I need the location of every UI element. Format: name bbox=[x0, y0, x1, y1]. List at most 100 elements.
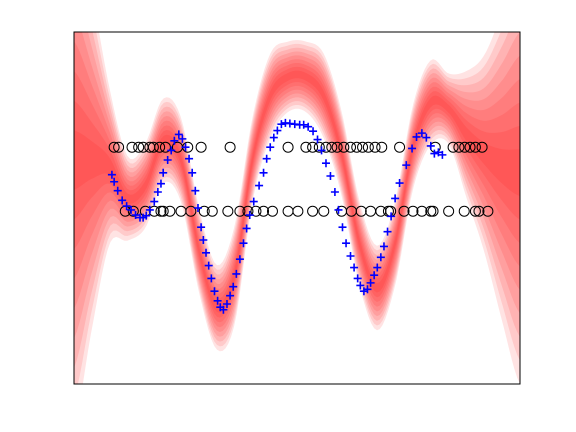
circle-point bbox=[464, 141, 476, 153]
circle-point bbox=[427, 205, 439, 217]
circle-point bbox=[376, 141, 388, 153]
circle-point bbox=[113, 141, 125, 153]
circle-point bbox=[326, 141, 338, 153]
plus-point bbox=[376, 253, 385, 262]
plus-point bbox=[387, 212, 396, 221]
circle-point bbox=[443, 205, 455, 217]
circle-point bbox=[447, 141, 459, 153]
plus-point bbox=[379, 242, 388, 251]
circle-point bbox=[318, 205, 330, 217]
circle-point bbox=[453, 141, 465, 153]
band-level-7 bbox=[74, 32, 520, 369]
plus-point bbox=[438, 150, 447, 159]
plus-point bbox=[434, 148, 443, 157]
plus-point bbox=[202, 248, 211, 257]
plus-point bbox=[222, 300, 231, 308]
circle-point bbox=[382, 205, 394, 217]
plus-point bbox=[239, 239, 248, 248]
circle-point bbox=[394, 141, 406, 153]
plus-point bbox=[210, 287, 219, 296]
plus-point bbox=[422, 133, 431, 142]
circle-point bbox=[331, 141, 343, 153]
plus-point bbox=[178, 134, 187, 143]
plus-point bbox=[262, 154, 271, 163]
plus-point bbox=[273, 126, 282, 135]
band-level-9 bbox=[74, 32, 520, 384]
circle-point bbox=[242, 205, 254, 217]
plus-point bbox=[356, 281, 365, 290]
band-level-8 bbox=[74, 32, 520, 384]
circle-point bbox=[108, 141, 120, 153]
plus-point bbox=[334, 205, 343, 214]
plot-frame bbox=[73, 31, 521, 385]
circle-point bbox=[458, 205, 470, 217]
circle-point bbox=[362, 141, 374, 153]
circle-point bbox=[365, 205, 377, 217]
circle-point bbox=[469, 141, 481, 153]
plus-point bbox=[249, 197, 258, 206]
circle-point bbox=[355, 205, 367, 217]
plus-point bbox=[245, 211, 254, 220]
plus-point bbox=[127, 205, 136, 214]
circle-point bbox=[157, 205, 169, 217]
circle-point bbox=[416, 205, 428, 217]
plus-point bbox=[366, 278, 375, 287]
circle-point bbox=[459, 141, 471, 153]
plus-point bbox=[353, 274, 362, 283]
plus-point bbox=[163, 156, 172, 164]
plus-point bbox=[113, 186, 122, 195]
plus-point bbox=[226, 291, 235, 300]
plus-point bbox=[131, 211, 140, 220]
circle-point bbox=[398, 205, 410, 217]
circle-point bbox=[351, 141, 363, 153]
plus-point bbox=[204, 261, 213, 270]
circle-point bbox=[338, 141, 350, 153]
plus-point bbox=[299, 120, 308, 129]
plus-point bbox=[193, 204, 202, 212]
plus-series bbox=[107, 118, 447, 314]
plus-point bbox=[370, 271, 379, 280]
plus-point bbox=[313, 135, 322, 144]
plus-point bbox=[391, 194, 400, 203]
plus-point bbox=[304, 122, 313, 131]
circle-point bbox=[282, 205, 294, 217]
plus-point bbox=[412, 132, 421, 141]
plus-point bbox=[417, 129, 426, 138]
plus-point bbox=[317, 146, 326, 155]
plus-point bbox=[170, 136, 179, 145]
circle-point bbox=[185, 205, 197, 217]
plus-point bbox=[191, 186, 200, 195]
circle-point bbox=[300, 141, 312, 153]
plus-point bbox=[373, 263, 382, 272]
circle-point bbox=[206, 205, 218, 217]
plus-point bbox=[326, 172, 335, 180]
circle-point bbox=[154, 141, 166, 153]
plus-point bbox=[330, 188, 339, 196]
plus-point bbox=[363, 285, 372, 294]
plus-point bbox=[242, 224, 251, 233]
plus-point bbox=[110, 177, 119, 186]
plus-point bbox=[408, 144, 417, 153]
plus-point bbox=[342, 239, 351, 248]
plus-point bbox=[197, 223, 206, 232]
circle-point bbox=[307, 205, 319, 217]
circle-point bbox=[222, 205, 234, 217]
plus-point bbox=[167, 146, 176, 155]
plus-point bbox=[426, 141, 435, 150]
plus-point bbox=[383, 227, 392, 236]
circle-point bbox=[369, 141, 381, 153]
plus-point bbox=[156, 179, 165, 188]
confidence-band bbox=[74, 32, 520, 384]
plus-point bbox=[321, 159, 330, 168]
plus-point bbox=[181, 143, 190, 152]
circle-point bbox=[195, 141, 207, 153]
plus-point bbox=[118, 196, 127, 205]
circle-point bbox=[266, 205, 278, 217]
plus-point bbox=[232, 269, 241, 278]
circle-point bbox=[127, 205, 139, 217]
plus-point bbox=[185, 154, 194, 163]
plus-point bbox=[338, 223, 347, 232]
plus-point bbox=[350, 263, 359, 272]
plus-point bbox=[150, 197, 159, 206]
